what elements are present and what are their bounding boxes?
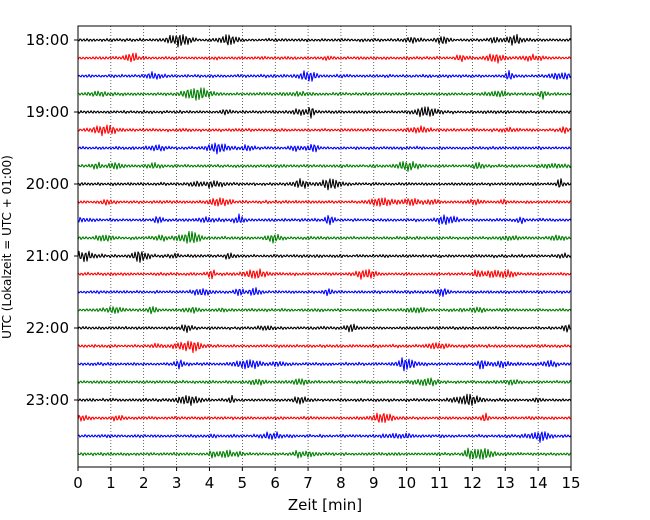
y-tick-label: 21:00 <box>26 247 69 265</box>
seismogram-trace <box>77 377 572 387</box>
seismogram-trace <box>77 323 572 334</box>
x-tick-label: 4 <box>205 474 215 492</box>
seismogram-trace <box>77 306 572 315</box>
x-tick-label: 6 <box>270 474 280 492</box>
x-axis: 0 1 2 3 4 5 6 7 8 9 10 11 12 13 14 15 <box>73 467 581 492</box>
x-tick-label: 14 <box>529 474 548 492</box>
x-tick-label: 3 <box>172 474 182 492</box>
x-tick-label: 13 <box>496 474 515 492</box>
x-tick-label: 7 <box>303 474 313 492</box>
y-axis: 18:00 19:00 20:00 21:00 22:00 23:00 <box>26 31 78 409</box>
y-tick-label: 19:00 <box>26 103 69 121</box>
seismogram-trace <box>77 178 572 191</box>
x-axis-label: Zeit [min] <box>288 496 362 514</box>
y-axis-label: UTC (Lokalzeit = UTC + 01:00) <box>0 155 14 339</box>
x-tick-label: 2 <box>139 474 149 492</box>
x-tick-label: 12 <box>463 474 482 492</box>
y-tick-label: 20:00 <box>26 175 69 193</box>
seismogram-trace <box>77 431 572 443</box>
seismogram-trace <box>77 87 572 101</box>
x-tick-label: 15 <box>561 474 580 492</box>
seismogram-trace <box>77 230 572 244</box>
y-tick-label: 18:00 <box>26 31 69 49</box>
seismogram-trace <box>77 340 572 354</box>
seismogram-trace <box>77 447 572 460</box>
x-tick-label: 8 <box>336 474 346 492</box>
seismogram-trace <box>77 124 572 137</box>
traces-layer <box>77 33 572 460</box>
seismogram-trace <box>77 268 572 280</box>
seismogram-trace <box>77 160 572 172</box>
x-tick-label: 10 <box>397 474 416 492</box>
seismogram-trace <box>77 287 572 297</box>
x-tick-label: 11 <box>430 474 449 492</box>
plot-frame <box>77 25 572 468</box>
seismogram-trace <box>77 52 572 64</box>
seismogram-trace <box>77 412 572 424</box>
x-tick-label: 0 <box>73 474 83 492</box>
seismogram-trace <box>77 106 572 119</box>
seismogram-trace <box>77 33 572 48</box>
seismogram-trace <box>77 393 572 406</box>
y-tick-label: 22:00 <box>26 319 69 337</box>
seismogram-trace <box>77 357 572 372</box>
y-tick-label: 23:00 <box>26 391 69 409</box>
x-tick-label: 5 <box>238 474 248 492</box>
seismogram-trace <box>77 197 572 207</box>
x-tick-label: 9 <box>369 474 379 492</box>
seismogram-trace <box>77 142 572 155</box>
seismogram-trace <box>77 250 572 263</box>
seismogram-trace <box>77 69 572 82</box>
seismogram-trace <box>77 213 572 226</box>
x-tick-label: 1 <box>106 474 116 492</box>
